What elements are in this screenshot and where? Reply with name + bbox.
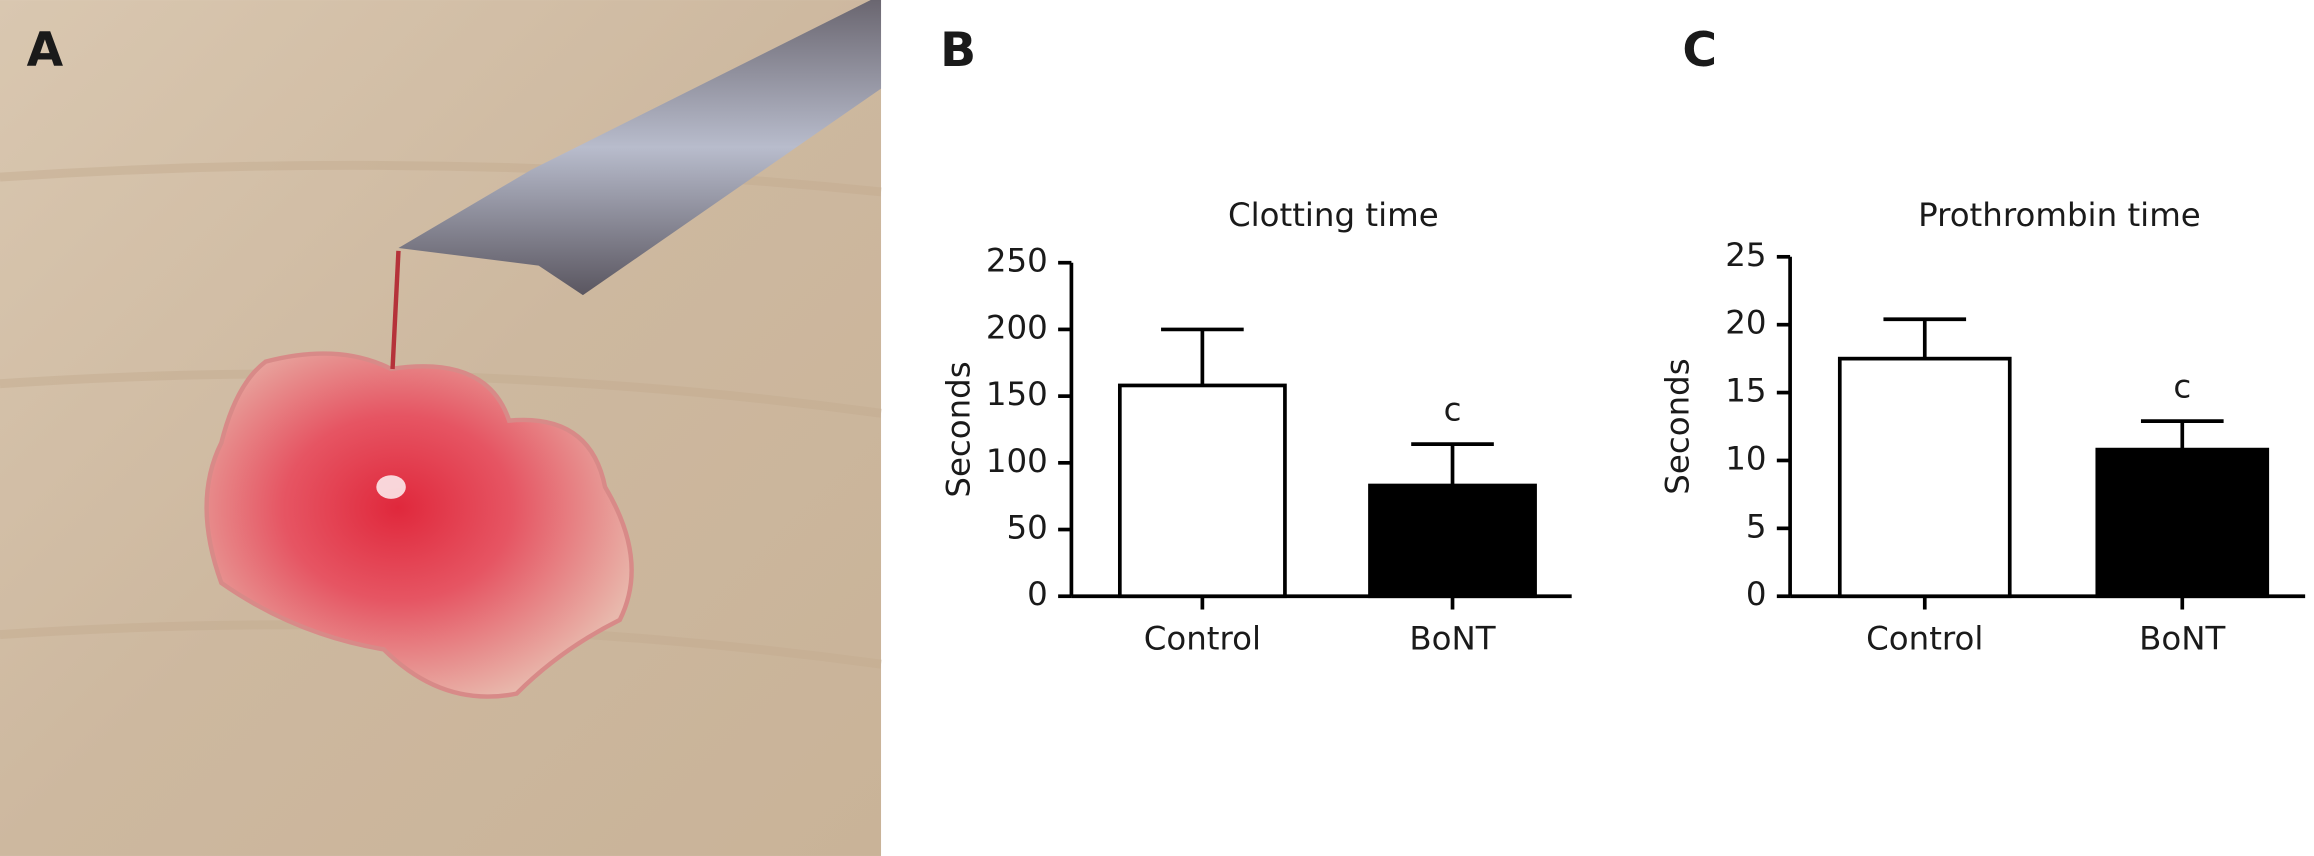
x-tick-label: Control [1866,620,1983,658]
y-tick-label: 5 [1746,507,1767,545]
x-tick-label: Control [1144,620,1261,658]
y-tick-label: 200 [986,308,1048,346]
bar [2095,447,2270,599]
y-tick-label: 15 [1725,372,1766,410]
tweezers [398,0,882,296]
y-tick-label: 100 [986,442,1048,480]
y-axis-label: Seconds [940,361,978,497]
x-tick-label: BoNT [2139,620,2225,658]
y-tick-label: 150 [986,375,1048,413]
bar [1837,356,2012,599]
highlight [376,475,406,499]
bar [1117,383,1287,599]
y-tick-label: 10 [1725,439,1766,477]
y-tick-label: 250 [986,242,1048,280]
annotation: c [2173,368,2191,406]
chart-title: Clotting time [1228,196,1439,234]
photo: A [0,0,882,856]
blood-thread [390,250,401,370]
y-tick-label: 50 [1006,509,1047,547]
y-tick-label: 0 [1027,575,1048,613]
panel-label: A [27,23,64,78]
panel-label: B [940,23,976,78]
y-tick-label: 20 [1725,304,1766,342]
y-tick-label: 0 [1746,575,1767,613]
annotation: c [1444,391,1462,429]
x-tick-label: BoNT [1409,620,1495,658]
blood-drop [204,351,634,699]
panel-label: C [1682,23,1717,78]
chart-title: Prothrombin time [1918,196,2201,234]
bar [1368,483,1537,599]
y-tick-label: 25 [1725,236,1766,274]
y-axis-label: Seconds [1658,358,1696,494]
